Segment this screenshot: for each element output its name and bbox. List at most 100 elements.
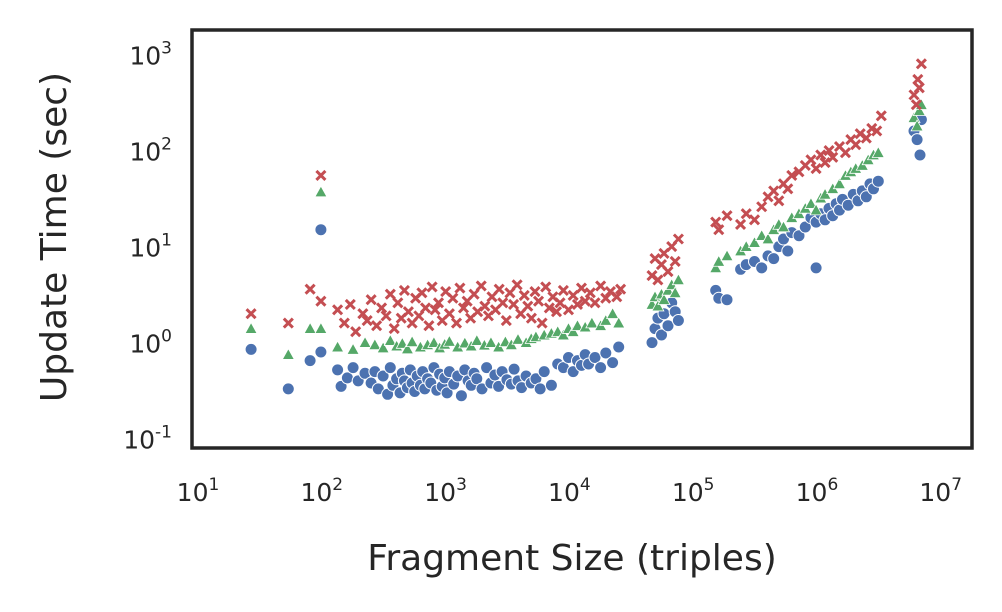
y-axis-label: Update Time (sec) <box>34 72 75 402</box>
x-point <box>669 255 681 268</box>
circle-point <box>645 336 659 350</box>
y-axis-ticks: 10-1 100 101 102 103 <box>123 39 172 455</box>
x-point <box>756 201 768 213</box>
x-point <box>443 308 455 320</box>
circle-point <box>661 319 675 333</box>
x-point <box>376 302 388 314</box>
circle-point <box>910 133 924 147</box>
x-point <box>282 317 294 329</box>
x-point <box>611 291 623 303</box>
triangle-point <box>566 324 580 337</box>
circle-point <box>475 382 489 396</box>
x-point <box>450 317 463 329</box>
x-point <box>915 58 927 70</box>
x-point <box>493 283 505 295</box>
x-point <box>710 216 722 228</box>
triangle-point <box>556 328 571 341</box>
x-tick-label: 105 <box>672 475 715 507</box>
circle-point <box>588 351 602 364</box>
x-axis-label: Fragment Size (triples) <box>367 538 777 579</box>
circle-point <box>383 361 397 375</box>
triangle-point <box>912 103 926 116</box>
x-point <box>332 304 344 316</box>
plot-frame <box>190 28 974 450</box>
circle-point <box>755 261 769 275</box>
x-point <box>468 288 480 300</box>
x-point <box>875 110 887 122</box>
x-point <box>518 289 530 302</box>
y-tick-label: 10-1 <box>123 423 172 455</box>
y-tick-label: 103 <box>129 39 172 71</box>
x-point <box>344 298 356 310</box>
x-point <box>525 312 537 324</box>
x-point <box>419 302 432 314</box>
triangle-point <box>804 196 818 209</box>
x-point <box>500 314 512 327</box>
x-point <box>557 284 569 296</box>
circle-point <box>809 261 823 275</box>
x-point <box>429 304 441 316</box>
x-point <box>475 280 487 292</box>
series-x-markers <box>245 58 927 338</box>
circle-point <box>346 361 360 375</box>
x-point <box>575 282 588 294</box>
circle-point <box>331 363 345 377</box>
x-point <box>562 304 575 316</box>
series-triangle-markers <box>244 97 929 360</box>
x-tick-label: 101 <box>177 475 220 507</box>
x-point <box>913 82 925 94</box>
circle-point <box>606 356 620 370</box>
circle-point <box>303 354 317 368</box>
circle-point <box>314 223 328 237</box>
x-point <box>672 233 684 245</box>
x-point <box>721 210 733 222</box>
x-point <box>447 292 459 304</box>
circle-point <box>470 372 484 386</box>
x-point <box>371 320 383 332</box>
x-point <box>768 185 780 197</box>
x-point <box>454 282 466 294</box>
x-point <box>540 281 552 293</box>
x-point <box>579 295 591 307</box>
circle-point <box>440 386 454 400</box>
x-point <box>402 306 414 318</box>
circle-point <box>376 369 390 383</box>
circle-point <box>612 340 626 354</box>
triangle-point <box>368 337 382 350</box>
x-point <box>839 147 852 159</box>
triangle-point <box>720 249 734 262</box>
x-point <box>245 308 257 320</box>
x-point <box>426 281 438 293</box>
circle-point <box>913 148 927 162</box>
triangle-point <box>314 185 328 198</box>
triangle-point <box>709 261 723 274</box>
triangle-point <box>458 336 472 349</box>
triangle-point <box>809 203 823 216</box>
x-point <box>416 287 428 299</box>
x-point <box>782 183 794 195</box>
triangle-point <box>668 286 682 299</box>
x-point <box>567 289 579 302</box>
triangle-point <box>511 332 525 345</box>
x-point <box>823 145 835 157</box>
x-point <box>529 286 541 298</box>
x-point <box>554 297 566 309</box>
triangle-point <box>303 321 317 334</box>
x-tick-label: 106 <box>796 475 839 507</box>
x-point <box>713 224 725 236</box>
x-point <box>584 287 596 299</box>
x-point <box>380 310 392 322</box>
triangle-point <box>314 321 328 334</box>
x-point <box>589 297 601 309</box>
triangle-point <box>871 145 885 158</box>
x-point <box>786 169 798 182</box>
triangle-point <box>358 335 372 348</box>
circle-point <box>798 220 812 234</box>
x-point <box>871 125 883 137</box>
circle-point <box>594 361 608 375</box>
triangle-point <box>755 228 769 241</box>
x-point <box>850 139 862 151</box>
circle-point <box>480 361 494 375</box>
x-point <box>388 323 400 335</box>
x-point <box>860 132 872 144</box>
